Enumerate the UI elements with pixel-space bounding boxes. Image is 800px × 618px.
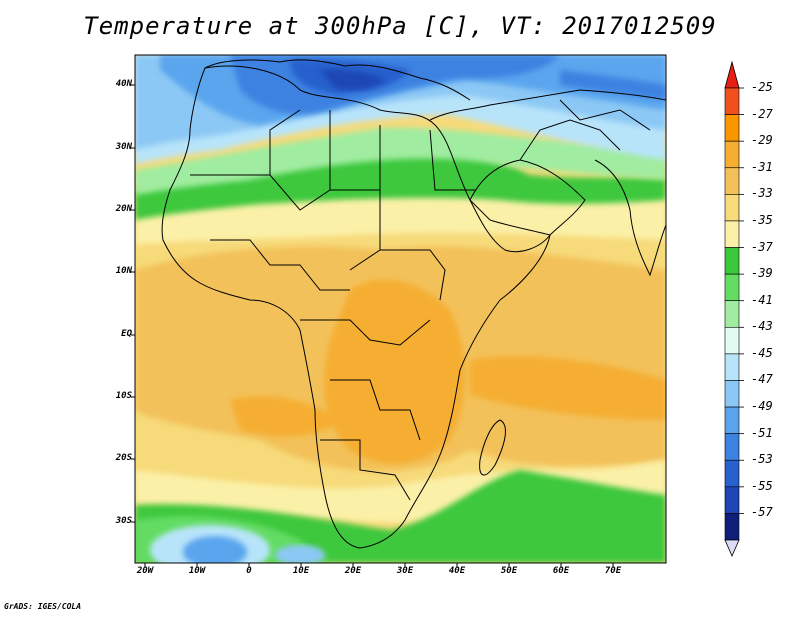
colorbar-label: -37 bbox=[751, 239, 773, 254]
colorbar-label: -33 bbox=[751, 186, 773, 201]
colorbar-label: -57 bbox=[751, 505, 773, 520]
lon-label-30e: 30E bbox=[396, 566, 414, 576]
colorbar-label: -49 bbox=[751, 399, 773, 414]
colorbar-label: -41 bbox=[751, 292, 773, 307]
lat-label-20n: 20N bbox=[115, 204, 132, 214]
lat-label-20s: 20S bbox=[115, 453, 132, 463]
lon-label-10w: 10W bbox=[188, 566, 206, 576]
map-title: Temperature at 300hPa [C], VT: 201701250… bbox=[83, 12, 717, 40]
lon-label-0: 0 bbox=[246, 566, 252, 576]
lat-label-10n: 10N bbox=[115, 266, 132, 276]
lat-label-10s: 10S bbox=[115, 391, 132, 401]
colorbar-label: -27 bbox=[751, 106, 773, 121]
lon-label-20e: 20E bbox=[344, 566, 362, 576]
lat-label-40n: 40N bbox=[115, 79, 132, 89]
lon-label-10e: 10E bbox=[292, 566, 310, 576]
lon-label-70e: 70E bbox=[604, 566, 622, 576]
grads-credit: GrADS: IGES/COLA bbox=[4, 602, 82, 611]
colorbar-label: -51 bbox=[751, 425, 773, 440]
lon-label-50e: 50E bbox=[500, 566, 518, 576]
colorbar-label: -31 bbox=[751, 159, 773, 174]
colorbar-label: -53 bbox=[751, 452, 773, 467]
colorbar-label: -39 bbox=[751, 266, 773, 281]
lat-label-30n: 30N bbox=[115, 142, 132, 152]
colorbar-label: -29 bbox=[751, 133, 773, 148]
colorbar-label: -43 bbox=[751, 319, 773, 334]
lon-label-20w: 20W bbox=[136, 566, 154, 576]
lon-label-60e: 60E bbox=[552, 566, 570, 576]
lon-label-40e: 40E bbox=[448, 566, 466, 576]
lat-label-30s: 30S bbox=[115, 516, 132, 526]
lat-label-eq: EQ bbox=[121, 329, 132, 339]
colorbar-label: -25 bbox=[751, 80, 773, 94]
colorbar-label: -47 bbox=[751, 372, 773, 387]
colorbar-label: -45 bbox=[751, 345, 773, 360]
colorbar-label: -35 bbox=[751, 212, 773, 227]
colorbar-label: -55 bbox=[751, 478, 773, 493]
